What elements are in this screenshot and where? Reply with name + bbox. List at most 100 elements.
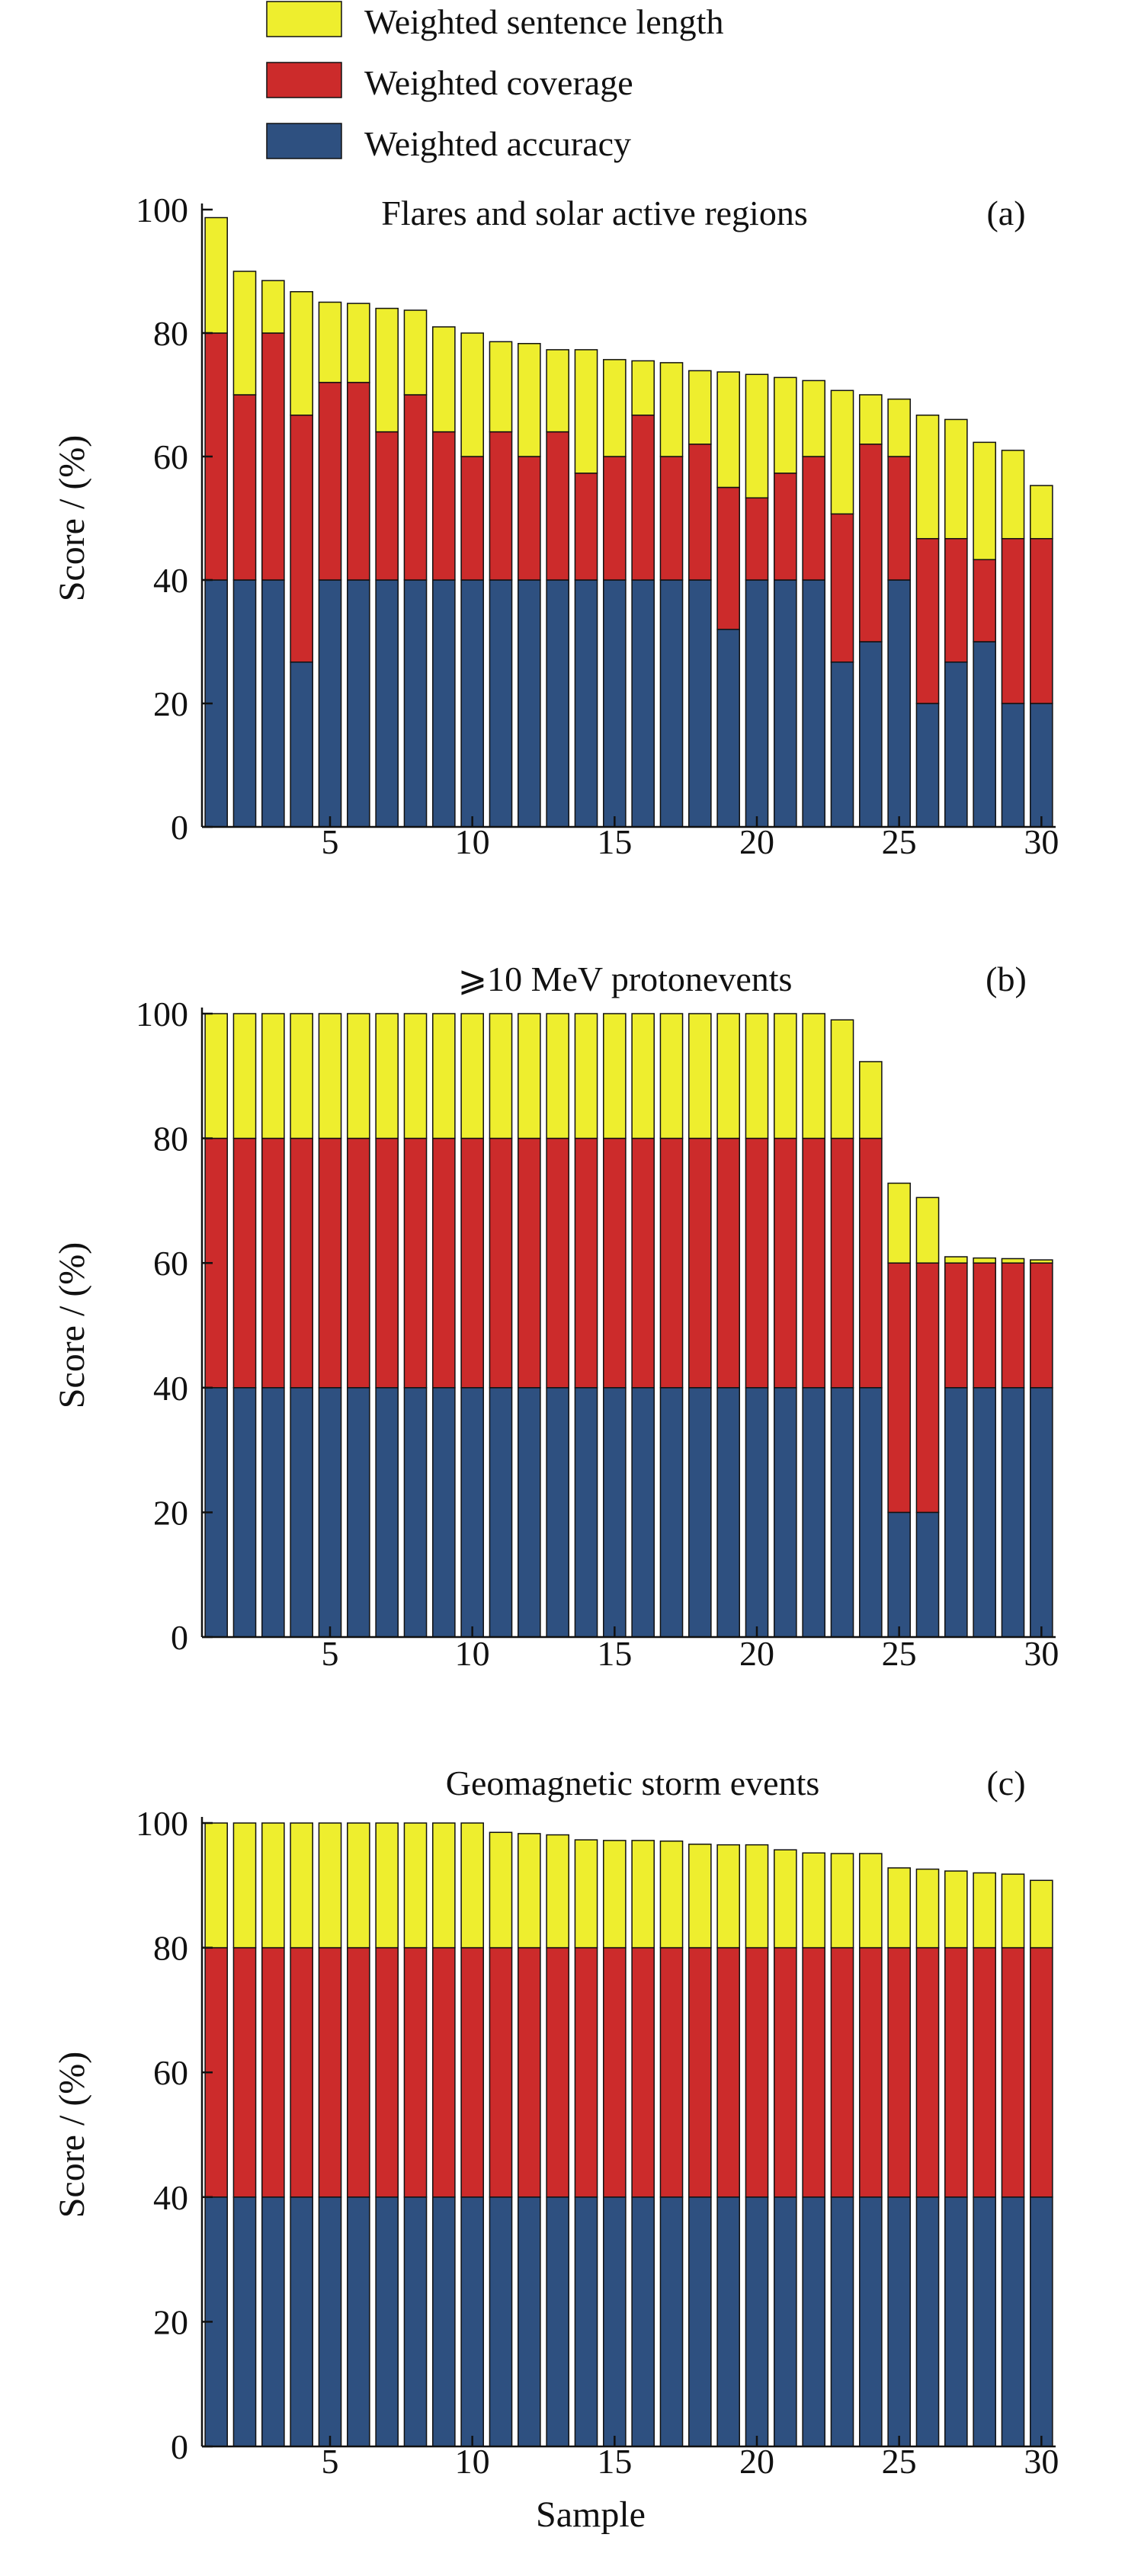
y-tick-label: 60: [153, 2053, 188, 2092]
bar-accuracy-11: [489, 579, 513, 828]
bar-length-5: [318, 1822, 342, 1949]
y-tick-label: 80: [153, 314, 188, 353]
bar-accuracy-27: [944, 1387, 968, 1638]
bar-accuracy-4: [290, 661, 313, 828]
bar-coverage-26: [915, 537, 940, 704]
bar-coverage-2: [232, 1137, 257, 1389]
bar-coverage-27: [944, 537, 968, 663]
bar-coverage-30: [1030, 1262, 1053, 1389]
bar-length-17: [659, 362, 684, 457]
legend-label-length: Weighted accuracy: [364, 124, 631, 163]
bar-accuracy-22: [802, 2196, 825, 2447]
x-tick-label: 5: [322, 1634, 339, 1673]
bar-accuracy-24: [859, 641, 883, 828]
bar-accuracy-14: [574, 1387, 598, 1638]
bar-length-30: [1030, 485, 1053, 540]
bar-length-29: [1001, 1873, 1025, 1949]
chart-title: ⩾10 MeV protonevents: [458, 960, 793, 998]
bar-length-17: [659, 1013, 684, 1139]
bar-coverage-15: [603, 1946, 627, 2198]
bar-coverage-28: [973, 1262, 996, 1389]
bar-coverage-29: [1001, 1946, 1025, 2198]
bar-coverage-25: [887, 1946, 911, 2198]
bar-length-18: [688, 1013, 712, 1139]
bar-length-3: [261, 1013, 285, 1139]
bar-length-14: [574, 1013, 598, 1139]
bar-coverage-9: [432, 1946, 456, 2198]
legend-swatch-accuracy: [266, 1, 342, 37]
bar-length-26: [915, 414, 940, 540]
x-tick-label: 10: [455, 1634, 490, 1673]
bar-length-11: [489, 1831, 513, 1949]
bar-coverage-22: [802, 456, 825, 581]
bar-length-6: [347, 303, 370, 383]
bar-coverage-27: [944, 1262, 968, 1389]
bar-accuracy-3: [261, 2196, 285, 2447]
bar-length-27: [944, 418, 968, 540]
bar-coverage-6: [347, 1946, 370, 2198]
bar-accuracy-15: [603, 579, 627, 828]
bar-length-1: [204, 1822, 228, 1949]
bar-coverage-8: [403, 394, 428, 581]
bars: [204, 216, 1053, 828]
bar-coverage-19: [716, 1137, 740, 1389]
bar-accuracy-27: [944, 661, 968, 828]
legend-label-coverage: Weighted coverage: [364, 63, 633, 102]
bar-coverage-29: [1001, 537, 1025, 704]
bar-coverage-20: [745, 1137, 769, 1389]
legend-swatch-coverage: [266, 62, 342, 98]
bar-length-14: [574, 349, 598, 474]
bar-coverage-21: [774, 1946, 797, 2198]
bar-length-8: [403, 309, 428, 396]
bar-coverage-7: [375, 431, 399, 581]
bar-accuracy-6: [347, 2196, 370, 2447]
bar-coverage-4: [290, 1137, 313, 1389]
bar-coverage-23: [830, 1137, 854, 1389]
bar-length-7: [375, 307, 399, 433]
bar-accuracy-7: [375, 2196, 399, 2447]
y-tick-label: 20: [153, 2302, 188, 2341]
bar-length-29: [1001, 450, 1025, 540]
y-tick-label: 40: [153, 2178, 188, 2217]
bar-accuracy-25: [887, 579, 911, 828]
bar-length-23: [830, 1853, 854, 1949]
bar-length-28: [973, 1872, 996, 1949]
bar-coverage-2: [232, 394, 257, 581]
x-tick-label: 20: [739, 2442, 774, 2481]
bar-length-1: [204, 216, 228, 334]
bar-accuracy-28: [973, 1387, 996, 1638]
bar-length-21: [774, 376, 797, 474]
bar-length-17: [659, 1840, 684, 1949]
bar-coverage-30: [1030, 537, 1053, 704]
y-tick-label: 40: [153, 1369, 188, 1408]
bar-coverage-4: [290, 414, 313, 663]
bar-length-28: [973, 441, 996, 561]
bar-accuracy-20: [745, 2196, 769, 2447]
bar-length-19: [716, 1844, 740, 1949]
bar-length-14: [574, 1839, 598, 1949]
bar-length-24: [859, 1853, 883, 1949]
bar-accuracy-4: [290, 2196, 313, 2447]
bar-length-24: [859, 394, 883, 445]
bar-accuracy-23: [830, 1387, 854, 1638]
x-tick-label: 15: [597, 2442, 632, 2481]
bar-coverage-21: [774, 473, 797, 581]
chart-title: Flares and solar active regions: [381, 194, 807, 232]
bar-length-1: [204, 1013, 228, 1139]
bar-accuracy-18: [688, 1387, 712, 1638]
x-tick-label: 20: [739, 822, 774, 861]
bar-length-2: [232, 1013, 257, 1139]
bar-length-19: [716, 371, 740, 489]
legend-swatch-length: [266, 123, 342, 159]
bar-accuracy-14: [574, 579, 598, 828]
bar-coverage-24: [859, 1946, 883, 2198]
bar-coverage-12: [518, 456, 541, 581]
bar-coverage-16: [631, 414, 655, 581]
bar-accuracy-29: [1001, 1387, 1025, 1638]
panel-label: (a): [986, 194, 1025, 232]
bar-accuracy-7: [375, 579, 399, 828]
bar-accuracy-10: [460, 579, 484, 828]
bar-coverage-10: [460, 456, 484, 581]
bar-coverage-16: [631, 1946, 655, 2198]
bar-accuracy-17: [659, 579, 684, 828]
